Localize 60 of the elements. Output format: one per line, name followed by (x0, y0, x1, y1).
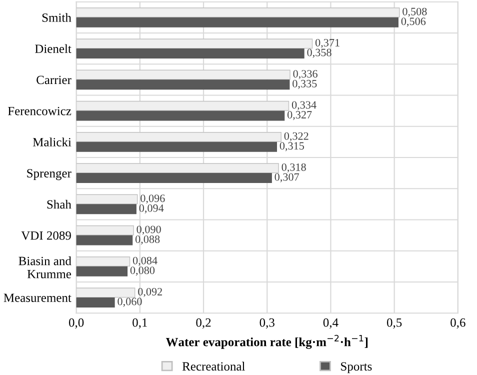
x-axis-title: Water evaporation rate [kg·m$^{−2}$·h$^{−1}$] (166, 334, 368, 349)
data-label: 0,371 (315, 38, 340, 48)
x-tick-label: 0,1 (132, 318, 147, 329)
y-tick-label: Smith (42, 13, 72, 22)
y-tick-label: Carrier (36, 76, 72, 84)
data-label: 0,327 (287, 111, 312, 120)
x-tick-label: 0,3 (260, 318, 274, 329)
x-tick-label: 0,5 (386, 318, 402, 329)
data-label: 0,092 (138, 288, 162, 298)
bar (76, 17, 398, 28)
data-label: 0,307 (274, 173, 300, 182)
bar (76, 38, 313, 49)
bar (76, 266, 128, 276)
data-label: 0,084 (132, 256, 158, 266)
bar (76, 235, 133, 246)
data-label: 0,096 (140, 194, 165, 204)
bar (76, 142, 278, 152)
bar (76, 100, 290, 111)
bar (76, 256, 130, 267)
y-tick-label: Sprenger (27, 169, 72, 180)
data-label: 0,322 (284, 132, 308, 142)
data-label: 0,088 (135, 236, 160, 245)
bar (76, 225, 134, 236)
bar (76, 194, 138, 204)
bar (76, 172, 272, 183)
bar (76, 288, 136, 298)
bar (76, 132, 282, 142)
x-tick-label: 0,0 (68, 318, 84, 329)
data-label: 0,358 (307, 48, 332, 58)
bar (76, 70, 290, 80)
data-label: 0,315 (280, 142, 304, 152)
data-label: 0,060 (118, 298, 142, 307)
legend-label: Sports (341, 362, 372, 374)
y-tick-label: Biasin and Krumme (18, 256, 72, 278)
data-label: 0,334 (292, 101, 316, 110)
data-label: 0,508 (402, 8, 427, 17)
bar (76, 110, 285, 121)
x-tick-label: 0,4 (323, 318, 338, 329)
data-label: 0,336 (293, 70, 318, 80)
bar (76, 204, 136, 214)
data-label: 0,506 (401, 18, 426, 27)
data-label: 0,094 (139, 204, 164, 214)
bar (76, 80, 290, 90)
data-label: 0,335 (292, 80, 317, 89)
x-tick-label: 0,2 (196, 318, 211, 329)
y-tick-label: Malicki (32, 138, 72, 146)
bar (76, 297, 115, 308)
data-label: 0,080 (130, 266, 155, 276)
y-tick-label: Shah (47, 200, 72, 209)
y-tick-label: VDI 2089 (21, 231, 71, 240)
bar (76, 163, 279, 174)
data-label: 0,318 (282, 163, 306, 173)
bar (76, 48, 304, 58)
data-label: 0,090 (136, 226, 161, 235)
legend-label: Recreational (182, 362, 245, 371)
bar (76, 8, 400, 18)
x-tick-label: 0,6 (450, 318, 466, 329)
y-tick-label: Measurement (4, 294, 72, 302)
y-tick-label: Dienelt (35, 44, 72, 54)
y-tick-label: Ferencowicz (8, 106, 72, 116)
